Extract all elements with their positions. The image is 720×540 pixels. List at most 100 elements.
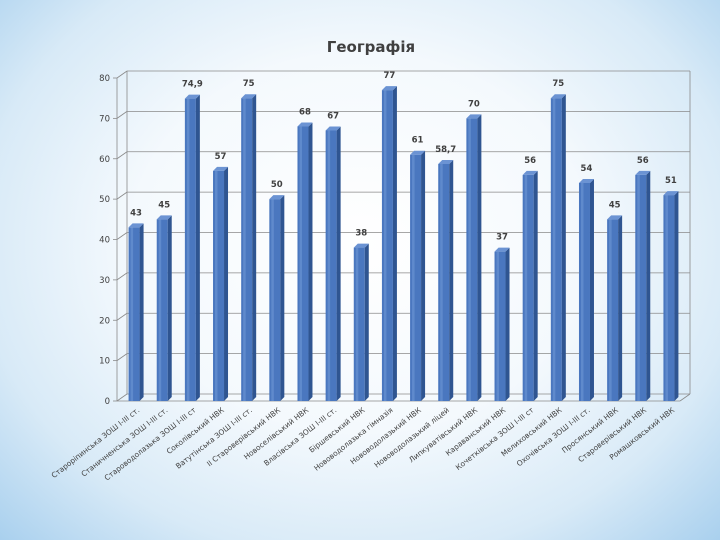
- data-label-16: 75: [552, 79, 564, 89]
- bar-highlight-20: [665, 195, 668, 401]
- bar-15: [522, 170, 538, 401]
- data-label-5: 75: [243, 79, 255, 89]
- bar-highlight-5: [243, 98, 246, 401]
- data-label-13: 70: [468, 99, 480, 109]
- bar-front-2: [156, 219, 168, 401]
- data-label-1: 43: [130, 208, 142, 218]
- bar-side-16: [561, 94, 566, 401]
- grid-diagonal-30: [116, 272, 128, 281]
- bar-side-7: [308, 122, 313, 401]
- bar-13: [466, 114, 482, 401]
- bar-12: [438, 159, 454, 401]
- bar-front-13: [466, 118, 478, 401]
- bar-1: [128, 223, 144, 401]
- bar-side-1: [139, 223, 144, 401]
- bar-highlight-2: [158, 219, 162, 401]
- y-tick-label-20: 20: [99, 316, 110, 326]
- bar-front-9: [353, 247, 365, 401]
- bar-front-3: [184, 98, 196, 401]
- bar-side-12: [449, 159, 454, 401]
- floor-right-edge: [679, 393, 691, 402]
- bar-highlight-15: [524, 174, 528, 401]
- grid-diagonal-70: [116, 111, 128, 119]
- data-label-2: 45: [158, 200, 170, 210]
- bar-16: [550, 94, 566, 401]
- bar-top-19: [635, 170, 651, 175]
- bar-front-7: [297, 126, 309, 401]
- bar-front-6: [269, 199, 281, 401]
- bar-top-8: [325, 126, 341, 131]
- bar-top-3: [184, 94, 200, 99]
- y-tick-label-70: 70: [99, 114, 110, 124]
- bar-top-15: [522, 170, 538, 175]
- data-labels: 43 45 74,9 57 75 50 68 67 38 77 61 58,7 70 37 56 75 54 45…: [130, 71, 677, 243]
- bar-top-16: [550, 94, 566, 99]
- bar-5: [241, 94, 257, 401]
- y-tick-label-50: 50: [99, 195, 110, 205]
- gridlines: [116, 70, 690, 402]
- bar-front-16: [550, 98, 562, 401]
- bar-top-20: [663, 191, 679, 196]
- data-label-9: 38: [355, 229, 367, 239]
- bar-front-4: [213, 170, 225, 401]
- x-tick-labels: Староріпинська ЗОШ I-III ст.Станичненськ…: [50, 405, 677, 482]
- bar-side-14: [505, 247, 510, 401]
- bar-side-13: [477, 114, 482, 401]
- grid-diagonal-80: [116, 70, 128, 79]
- bar-20: [663, 191, 679, 401]
- y-tick-labels: 0 10 20 30 40 50 60 70 80: [99, 74, 110, 407]
- bar-10: [381, 86, 397, 402]
- chart-title: Географія: [327, 38, 415, 56]
- bar-front-20: [663, 195, 675, 401]
- bar-top-9: [353, 243, 369, 248]
- bars: [128, 86, 679, 402]
- bar-top-17: [578, 178, 594, 183]
- bar-front-18: [607, 219, 619, 401]
- bar-top-13: [466, 114, 482, 119]
- bar-highlight-9: [355, 247, 359, 401]
- bar-highlight-12: [440, 163, 443, 401]
- bar-front-14: [494, 251, 506, 401]
- bar-side-20: [674, 191, 679, 401]
- y-tick-label-40: 40: [99, 236, 110, 246]
- bar-highlight-3: [186, 98, 190, 401]
- bar-front-10: [381, 90, 393, 402]
- bar-highlight-19: [637, 174, 640, 401]
- y-tick-label-10: 10: [99, 357, 110, 367]
- data-label-15: 56: [524, 156, 536, 166]
- data-label-3: 74,9: [182, 80, 203, 90]
- bar-9: [353, 243, 369, 401]
- y-tick-label-60: 60: [99, 155, 110, 165]
- bar-highlight-13: [468, 118, 471, 401]
- data-label-7: 68: [299, 107, 311, 117]
- data-label-8: 67: [327, 111, 339, 121]
- bar-front-8: [325, 130, 337, 402]
- bar-side-18: [618, 215, 623, 401]
- grid-diagonal-10: [116, 353, 128, 361]
- bar-side-9: [364, 243, 369, 401]
- y-tick-label-30: 30: [99, 276, 110, 286]
- bar-front-12: [438, 163, 450, 401]
- bar-4: [213, 166, 229, 401]
- bar-highlight-10: [383, 90, 387, 402]
- y-tick-label-0: 0: [105, 397, 110, 407]
- bar-top-1: [128, 223, 144, 228]
- bar-highlight-18: [609, 219, 612, 401]
- bar-top-6: [269, 195, 285, 200]
- bar-side-3: [195, 94, 200, 401]
- bar-top-10: [381, 86, 397, 91]
- bar-highlight-16: [552, 98, 556, 401]
- data-label-18: 45: [609, 200, 621, 210]
- bar-19: [635, 170, 651, 401]
- grid-diagonal-20: [116, 312, 128, 321]
- bar-top-12: [438, 159, 454, 164]
- bar-front-15: [522, 174, 534, 401]
- y-tick-label-80: 80: [99, 74, 110, 84]
- bar-front-1: [128, 227, 140, 401]
- bar-side-19: [646, 170, 651, 401]
- data-label-4: 57: [215, 152, 227, 162]
- data-label-12: 58,7: [435, 145, 456, 155]
- bar-front-11: [410, 154, 422, 401]
- bar-highlight-6: [271, 199, 274, 401]
- bar-top-4: [213, 166, 229, 171]
